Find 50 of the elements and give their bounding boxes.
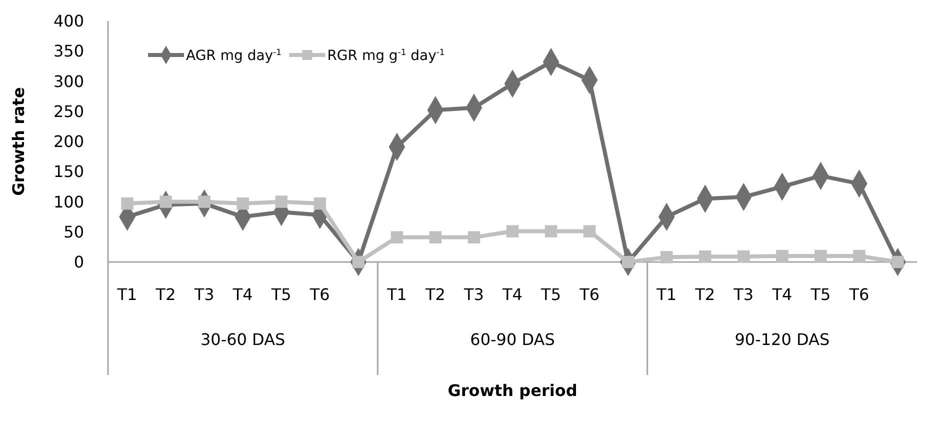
x-tick-label: T2 [154, 285, 176, 304]
x-tick-label: T1 [656, 285, 677, 304]
point [314, 197, 326, 210]
text: 90-120 DAS [734, 330, 830, 349]
y-tick-label: 150 [53, 162, 84, 182]
x-tick-label: T6 [848, 285, 870, 304]
x-tick-label: T3 [193, 285, 214, 304]
legend-label: AGR mg day$^{-1}$ [186, 46, 282, 64]
point [390, 231, 404, 244]
point [583, 225, 596, 238]
x-tick-label: T2 [694, 285, 716, 304]
x-tick-label: T1 [116, 285, 138, 304]
y-tick-label: 100 [53, 192, 84, 212]
x-tick-label: T4 [771, 285, 792, 304]
text: 30-60 DAS [200, 330, 286, 349]
y-tick-label: 50 [64, 222, 84, 242]
x-tick-label: T6 [308, 285, 330, 304]
point [236, 197, 249, 210]
x-tick-label: T2 [424, 285, 446, 304]
x-tick-label: T5 [810, 285, 831, 304]
y-tick-label: 350 [53, 42, 84, 61]
point [468, 231, 480, 244]
x-axis-title: Growth period [448, 381, 578, 400]
point [660, 251, 673, 264]
point [853, 250, 866, 262]
x-tick-label: T6 [578, 285, 600, 304]
x-tick-label: T4 [502, 285, 522, 304]
y-tick-label: 300 [53, 72, 84, 91]
x-tick-label: T5 [270, 285, 292, 304]
y-tick-label: 400 [53, 12, 84, 31]
point [698, 250, 712, 263]
y-tick-label: 250 [53, 102, 84, 121]
point [275, 196, 288, 208]
point [121, 197, 134, 210]
point [776, 250, 788, 262]
y-tick-label: 0 [74, 252, 84, 272]
x-tick-label: T4 [232, 285, 253, 304]
point [544, 225, 558, 238]
x-tick-label: T3 [732, 285, 754, 304]
text: 60-90 DAS [470, 330, 555, 349]
y-axis-title: Growth rate [9, 87, 28, 196]
x-tick-label: T5 [540, 285, 561, 304]
x-tick-label: T3 [463, 285, 484, 304]
legend-label: RGR mg g$^{-1}$ day$^{-1}$ [327, 46, 445, 64]
y-tick-label: 200 [53, 132, 84, 152]
point [814, 250, 827, 262]
x-tick-label: T1 [386, 285, 407, 304]
point [506, 225, 519, 238]
point [738, 250, 750, 263]
point [429, 231, 442, 244]
